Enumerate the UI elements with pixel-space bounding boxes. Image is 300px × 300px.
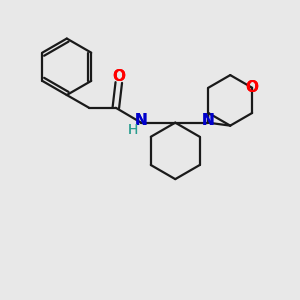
Text: N: N	[135, 113, 148, 128]
Text: H: H	[128, 123, 138, 137]
Text: N: N	[202, 113, 214, 128]
Text: H: H	[128, 123, 138, 137]
Text: O: O	[112, 69, 125, 84]
Text: N: N	[202, 113, 214, 128]
Text: N: N	[135, 113, 148, 128]
Text: O: O	[246, 80, 259, 95]
Text: O: O	[246, 80, 259, 95]
Text: O: O	[112, 69, 125, 84]
